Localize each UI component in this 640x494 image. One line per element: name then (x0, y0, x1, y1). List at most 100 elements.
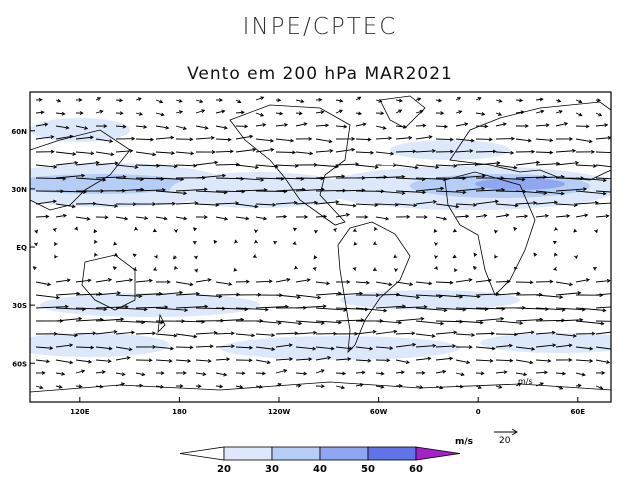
wind-arrow-head (112, 266, 117, 271)
wind-arrow (115, 357, 130, 361)
wind-arrow-head (403, 124, 408, 129)
wind-arrow-head (369, 346, 374, 351)
wind-arrow (315, 150, 333, 153)
wind-arrow (355, 307, 387, 312)
wind-arrow-head (519, 321, 524, 325)
wind-arrow (295, 346, 316, 350)
wind-arrow-head (522, 305, 526, 310)
wind-arrow-head (524, 214, 529, 219)
wind-arrow (495, 164, 517, 169)
wind-arrow-head (228, 282, 233, 286)
wind-arrow (115, 188, 144, 192)
wind-arrow-head (622, 305, 625, 308)
wind-arrow-head (270, 147, 275, 152)
wind-arrow-head (245, 279, 250, 284)
wind-arrow (515, 359, 533, 364)
wind-arrow (455, 203, 477, 206)
wind-arrow (95, 162, 118, 166)
wind-arrow-head (129, 148, 134, 153)
wind-arrow-head (531, 347, 536, 351)
wind-arrow-head (454, 268, 458, 273)
wind-arrow-head (472, 265, 477, 270)
wind-arrow (535, 344, 556, 348)
wind-arrow-head (84, 126, 89, 130)
wind-arrow-head (153, 267, 158, 271)
wind-arrow (315, 356, 331, 361)
wind-arrow (195, 137, 215, 140)
wind-arrow-head (124, 304, 129, 309)
wind-arrow-head (581, 372, 586, 377)
wind-arrow (575, 99, 582, 103)
wind-arrow (295, 99, 304, 103)
wind-arrow-head (251, 333, 256, 338)
wind-arrow (415, 110, 423, 114)
wind-arrow (455, 175, 485, 179)
wind-arrow-head (469, 149, 474, 153)
wind-arrow-head (398, 320, 403, 325)
wind-arrow (415, 385, 423, 389)
wind-arrow-head (323, 214, 328, 219)
wind-arrow (555, 203, 578, 206)
wind-arrow (135, 189, 165, 192)
wind-arrow-head (40, 110, 45, 115)
wind-arrow (275, 278, 290, 283)
wind-arrow (515, 346, 535, 350)
wind-arrow (335, 385, 345, 389)
wind-arrow-head (192, 227, 197, 232)
wind-arrow (495, 371, 507, 374)
wind-arrow-head (183, 191, 188, 196)
lon-label: 180 (172, 408, 187, 416)
wind-arrow (155, 385, 164, 388)
wind-arrow (235, 149, 256, 153)
wind-arrow-head (47, 282, 52, 287)
wind-arrow (35, 216, 49, 218)
wind-arrow-head (94, 239, 98, 244)
wind-arrow-head (264, 307, 269, 312)
wind-arrow (415, 150, 436, 153)
wind-arrow-head (333, 228, 338, 232)
wind-arrow-head (139, 383, 144, 388)
wind-arrow-head (166, 280, 171, 284)
wind-arrow (255, 164, 278, 168)
wind-arrow (535, 307, 565, 311)
wind-arrow-head (39, 385, 44, 390)
wind-arrow (575, 346, 593, 350)
wind-arrow-head (615, 166, 618, 169)
wind-arrow-head (352, 203, 357, 208)
wind-arrow-head (224, 216, 229, 221)
wind-arrow-head (329, 148, 334, 153)
wind-arrow-head (261, 371, 267, 376)
wind-arrow-head (553, 266, 558, 271)
wind-arrow-head (606, 360, 611, 364)
colorbar-tick-label: 60 (409, 464, 423, 475)
wind-arrow-head (513, 266, 518, 271)
wind-arrow (175, 359, 191, 362)
wind-arrow-head (317, 295, 322, 300)
wind-arrow (455, 294, 480, 298)
wind-arrow-head (450, 149, 455, 154)
wind-arrow-head (101, 370, 106, 374)
wind-arrow-head (492, 149, 497, 154)
wind-arrow-head (374, 165, 379, 169)
wind-arrow (175, 188, 208, 192)
wind-arrow-head (568, 343, 573, 348)
wind-arrow-head (408, 135, 413, 140)
wind-arrow (155, 190, 187, 194)
wind-arrow (95, 110, 103, 114)
wind-arrow (55, 279, 71, 283)
wind-arrow (455, 279, 472, 283)
wind-arrow-head (497, 112, 503, 116)
wind-arrow-head (364, 215, 369, 219)
wind-arrow-head (128, 347, 133, 352)
wind-arrow-head (254, 239, 258, 244)
wind-arrow (315, 307, 347, 311)
wind-arrow (75, 332, 96, 335)
wind-arrow (535, 110, 544, 114)
wind-arrow (195, 175, 226, 179)
wind-arrow (535, 124, 549, 127)
wind-arrow-head (87, 278, 92, 283)
wind-arrow-head (362, 122, 367, 127)
wind-arrow-head (45, 214, 50, 219)
wind-arrow (375, 346, 393, 349)
wind-arrow (195, 99, 203, 103)
